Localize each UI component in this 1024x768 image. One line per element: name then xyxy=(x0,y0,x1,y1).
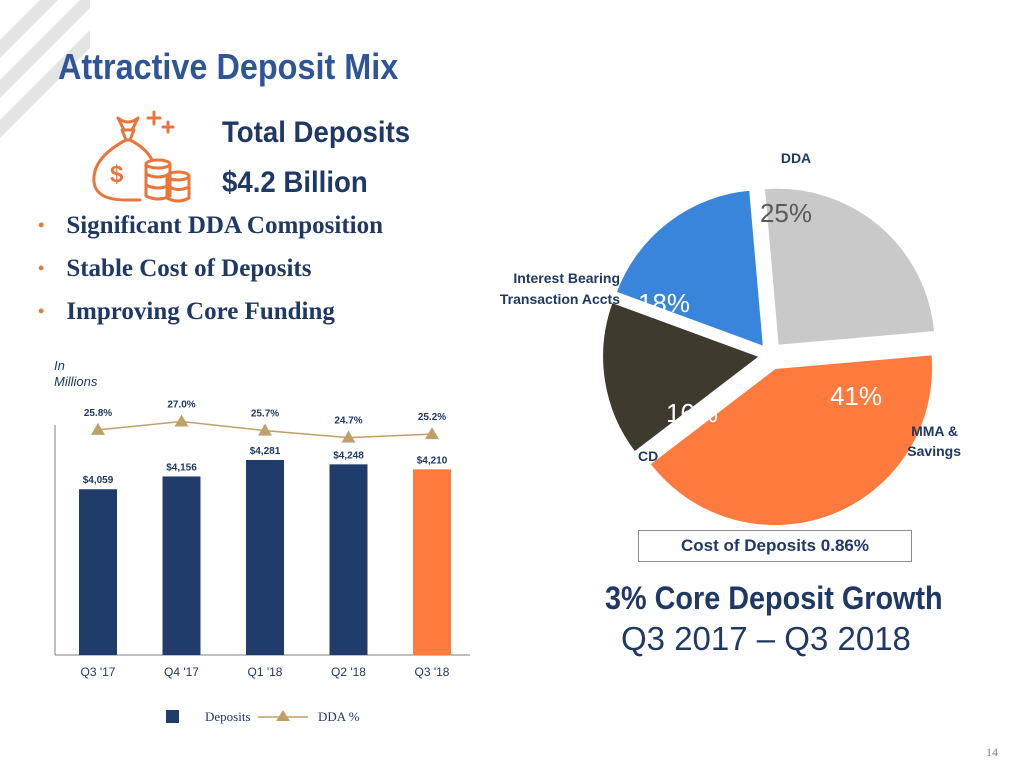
bullet-item: • Stable Cost of Deposits xyxy=(38,255,312,282)
page-number: 14 xyxy=(986,745,998,759)
pie-category-label: Transaction Accts xyxy=(500,291,620,307)
dda-marker xyxy=(174,414,189,427)
pie-slice xyxy=(614,188,766,349)
dda-value-label: 27.0% xyxy=(167,400,195,411)
pie-percent-label: 16% xyxy=(666,398,718,428)
deposits-bar xyxy=(162,476,201,655)
pie-percent-label: 18% xyxy=(638,288,690,318)
dda-marker xyxy=(258,423,272,436)
pie-slice xyxy=(601,300,763,454)
x-tick-label: Q2 '18 xyxy=(331,665,366,679)
growth-headline: 3% Core Deposit Growth xyxy=(605,580,943,616)
deposits-bar-chart: $4,059 25.8% Q3 '17 $4,156 27.0% Q4 '17 $4,281… xyxy=(54,400,470,679)
units-label-in: In xyxy=(54,358,65,373)
deposit-value-label: $4,248 xyxy=(333,450,364,461)
total-deposits-value: $4.2 Billion xyxy=(222,166,368,199)
svg-text:$: $ xyxy=(110,161,124,188)
x-tick-label: Q3 '18 xyxy=(415,665,450,679)
deposit-value-label: $4,156 xyxy=(166,462,197,473)
growth-period: Q3 2017 – Q3 2018 xyxy=(621,620,911,657)
pie-category-label: Interest Bearing xyxy=(513,270,620,286)
corner-stripes-decoration xyxy=(0,0,90,138)
deposit-mix-pie-chart: 25% 41% 16% 18% DDA Interest Bearing Transacti… xyxy=(500,150,961,528)
bullet-item: • Significant DDA Composition xyxy=(38,212,384,239)
deposit-value-label: $4,059 xyxy=(83,475,114,486)
dda-value-label: 25.7% xyxy=(251,409,279,420)
deposit-value-label: $4,210 xyxy=(417,455,448,466)
pie-category-label: MMA & xyxy=(911,423,958,439)
legend-dda-label: DDA % xyxy=(318,709,360,724)
deposits-bar xyxy=(79,489,117,655)
pie-category-label: CD xyxy=(638,448,658,464)
legend-deposits-label: Deposits xyxy=(205,709,251,724)
dda-marker xyxy=(425,427,439,440)
pie-category-label: DDA xyxy=(781,150,811,166)
cost-of-deposits-box: Cost of Deposits 0.86% xyxy=(638,530,912,562)
deposits-bar xyxy=(413,469,451,655)
total-deposits-label: Total Deposits xyxy=(222,116,411,149)
x-tick-label: Q4 '17 xyxy=(164,665,199,679)
dda-value-label: 24.7% xyxy=(334,416,362,427)
slide-title: Attractive Deposit Mix xyxy=(58,46,399,87)
dda-value-label: 25.8% xyxy=(84,408,112,419)
pie-slice xyxy=(762,186,937,347)
pie-percent-label: 41% xyxy=(830,381,882,411)
pie-percent-label: 25% xyxy=(760,198,812,228)
x-tick-label: Q1 '18 xyxy=(248,665,283,679)
deposit-value-label: $4,281 xyxy=(250,446,281,457)
dda-value-label: 25.2% xyxy=(418,412,446,423)
deposits-bar xyxy=(329,464,368,655)
units-label-millions: Millions xyxy=(54,374,98,389)
x-tick-label: Q3 '17 xyxy=(81,665,116,679)
dda-marker xyxy=(91,422,105,435)
pie-slice xyxy=(648,353,935,528)
deposits-bar xyxy=(246,460,284,655)
dda-marker xyxy=(341,430,356,443)
legend-dda-marker xyxy=(258,710,308,721)
legend-deposits-swatch xyxy=(166,710,179,723)
money-bag-coins-icon: $ xyxy=(92,110,191,203)
pie-category-label: Savings xyxy=(907,443,961,459)
bullet-item: • Improving Core Funding xyxy=(38,298,335,325)
